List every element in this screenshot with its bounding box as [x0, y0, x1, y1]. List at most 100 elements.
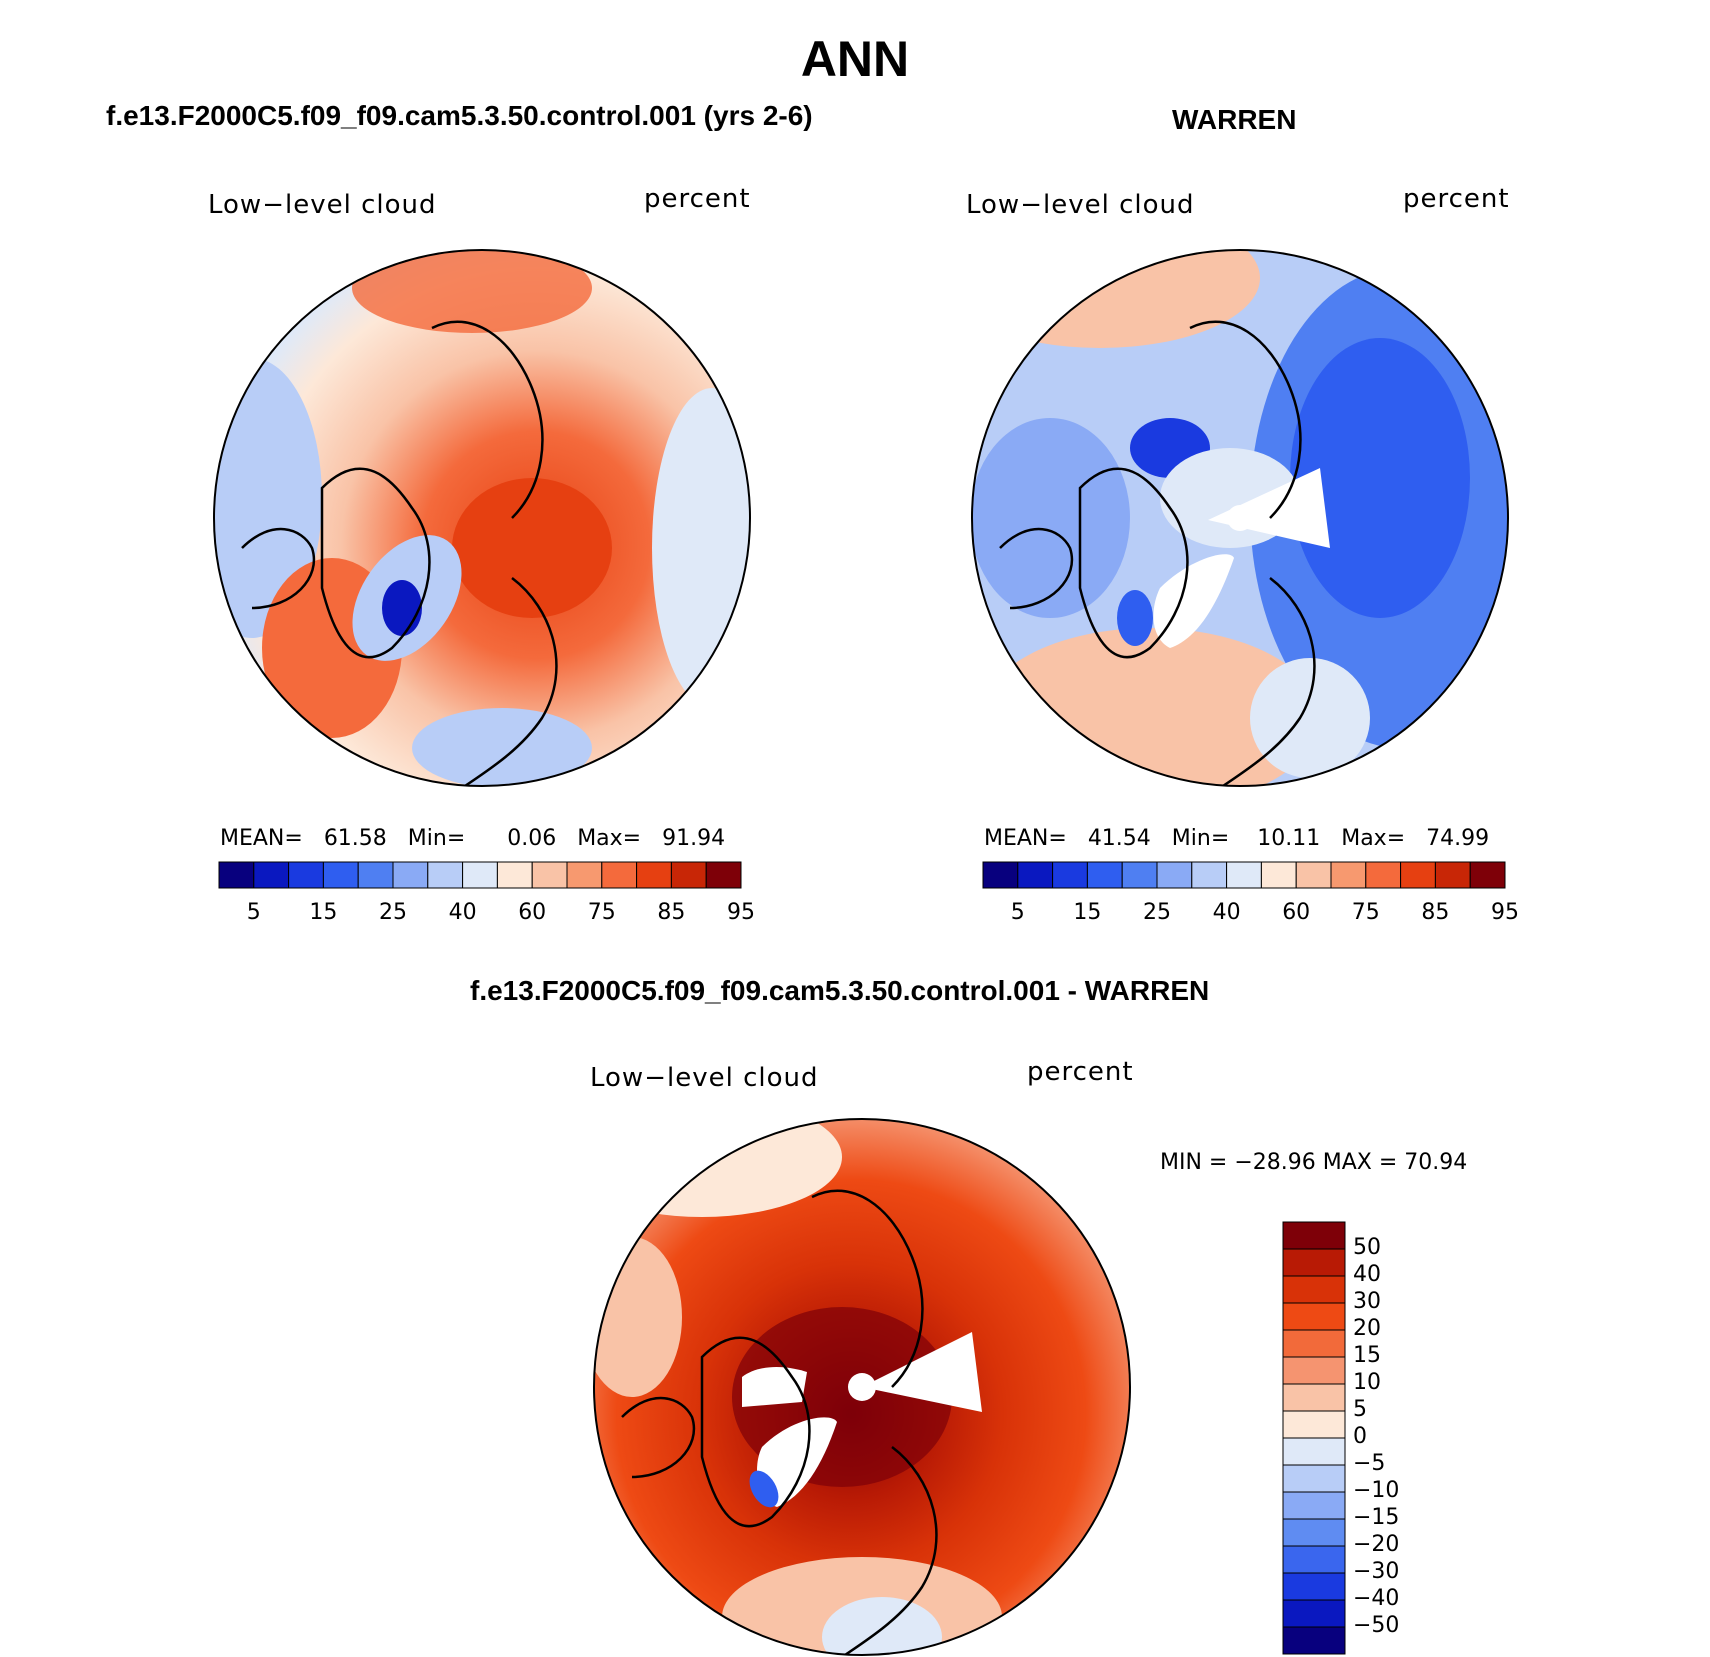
colorbar-tick-label: 20	[1353, 1316, 1381, 1341]
colorbar-tick-label: −10	[1353, 1478, 1400, 1503]
colorbar-swatch	[531, 861, 568, 889]
colorbar-swatch	[1282, 1626, 1346, 1655]
colorbar-swatch	[1282, 1248, 1346, 1277]
colorbar-tick-label: 60	[1282, 900, 1311, 925]
colorbar-swatch	[1282, 1221, 1346, 1250]
colorbar-swatch	[566, 861, 603, 889]
colorbar-swatch	[253, 861, 290, 889]
panel2-variable-label: Low−level cloud	[966, 190, 1195, 220]
colorbar-tick-label: 15	[1073, 900, 1102, 925]
panel1-colorbar	[218, 861, 742, 889]
colorbar-tick-label: 25	[1143, 900, 1171, 925]
panel1-polar-map	[213, 249, 751, 787]
colorbar-swatch	[1295, 861, 1332, 889]
colorbar-swatch	[1282, 1437, 1346, 1466]
colorbar-swatch	[1226, 861, 1262, 889]
colorbar-tick-label: 60	[518, 900, 547, 925]
diff-title: f.e13.F2000C5.f09_f09.cam5.3.50.control.…	[470, 975, 1210, 1006]
panel1-min-label: Min=	[407, 826, 466, 851]
colorbar-swatch	[1400, 861, 1436, 889]
colorbar-swatch	[1282, 1329, 1346, 1358]
colorbar-tick-label: −30	[1353, 1559, 1400, 1584]
colorbar-swatch	[1086, 861, 1123, 889]
colorbar-tick-label: 40	[1353, 1262, 1381, 1287]
colorbar-tick-label: 5	[246, 900, 261, 925]
colorbar-swatch	[1052, 861, 1088, 889]
panel2-title: WARREN	[1172, 104, 1297, 135]
colorbar-tick-label: 95	[727, 900, 755, 925]
colorbar-tick-label: 40	[448, 900, 477, 925]
colorbar-tick-label: 0	[1353, 1424, 1367, 1449]
colorbar-swatch	[1282, 1545, 1346, 1574]
colorbar-swatch	[1282, 1572, 1346, 1601]
colorbar-swatch	[1156, 861, 1193, 889]
diff-colorbar	[1282, 1221, 1346, 1655]
colorbar-tick-label: 25	[379, 900, 407, 925]
panel2-stats: MEAN= 41.54 Min= 10.11 Max= 74.99	[984, 826, 1489, 851]
colorbar-tick-label: 15	[1353, 1343, 1381, 1368]
colorbar-swatch	[1282, 1383, 1346, 1412]
colorbar-tick-label: 75	[587, 900, 616, 925]
colorbar-swatch	[705, 861, 742, 889]
colorbar-swatch	[636, 861, 672, 889]
colorbar-tick-label: 85	[1421, 900, 1450, 925]
colorbar-swatch	[1282, 1356, 1346, 1385]
colorbar-tick-label: −5	[1353, 1451, 1386, 1476]
colorbar-tick-label: −20	[1353, 1532, 1400, 1557]
panel1-stats: MEAN= 61.58 Min= 0.06 Max= 91.94	[220, 826, 725, 851]
panel1-min-value: 0.06	[507, 826, 557, 851]
panel1-max-label: Max=	[577, 826, 642, 851]
diff-minmax: MIN = −28.96 MAX = 70.94	[1160, 1150, 1468, 1175]
colorbar-tick-label: −50	[1353, 1613, 1400, 1638]
colorbar-swatch	[1469, 861, 1506, 889]
colorbar-swatch	[462, 861, 498, 889]
colorbar-swatch	[1260, 861, 1297, 889]
colorbar-swatch	[670, 861, 707, 889]
colorbar-swatch	[288, 861, 324, 889]
colorbar-swatch	[1282, 1410, 1346, 1439]
colorbar-swatch	[1121, 861, 1158, 889]
colorbar-swatch	[322, 861, 359, 889]
main-title: ANN	[800, 31, 910, 87]
panel1-units-label: percent	[644, 184, 751, 214]
colorbar-swatch	[357, 861, 394, 889]
panel2-colorbar	[982, 861, 1506, 889]
colorbar-tick-label: −40	[1353, 1586, 1400, 1611]
colorbar-tick-label: 50	[1353, 1235, 1381, 1260]
colorbar-swatch	[1282, 1491, 1346, 1520]
colorbar-swatch	[427, 861, 464, 889]
colorbar-tick-label: 95	[1491, 900, 1519, 925]
colorbar-swatch	[1330, 861, 1367, 889]
colorbar-tick-label: 85	[657, 900, 686, 925]
diff-units-label: percent	[1027, 1057, 1134, 1087]
colorbar-tick-label: 5	[1353, 1397, 1367, 1422]
panel1-variable-label: Low−level cloud	[208, 190, 437, 220]
colorbar-swatch	[1282, 1599, 1346, 1628]
panel2-min-label: Min=	[1171, 826, 1230, 851]
colorbar-swatch	[1191, 861, 1228, 889]
colorbar-swatch	[982, 861, 1019, 889]
colorbar-tick-label: 75	[1351, 900, 1380, 925]
colorbar-swatch	[601, 861, 638, 889]
diff-variable-label: Low−level cloud	[590, 1063, 819, 1093]
colorbar-swatch	[1365, 861, 1402, 889]
colorbar-swatch	[1282, 1302, 1346, 1331]
panel1-title: f.e13.F2000C5.f09_f09.cam5.3.50.control.…	[106, 100, 813, 131]
colorbar-swatch	[1017, 861, 1054, 889]
colorbar-swatch	[1282, 1518, 1346, 1547]
colorbar-tick-label: 5	[1010, 900, 1025, 925]
colorbar-tick-label: 30	[1353, 1289, 1381, 1314]
panel1-max-value: 91.94	[662, 826, 726, 851]
colorbar-tick-label: 10	[1353, 1370, 1381, 1395]
colorbar-tick-label: 15	[309, 900, 338, 925]
panel2-polar-map	[971, 249, 1509, 787]
colorbar-swatch	[1282, 1464, 1346, 1493]
panel2-min-value: 10.11	[1257, 826, 1321, 851]
panel2-max-label: Max=	[1341, 826, 1406, 851]
panel1-mean-label: MEAN=	[220, 826, 303, 851]
diff-polar-map	[593, 1118, 1131, 1656]
colorbar-tick-label: −15	[1353, 1505, 1400, 1530]
colorbar-swatch	[1282, 1275, 1346, 1304]
panel2-mean-value: 41.54	[1087, 826, 1151, 851]
panel2-max-value: 74.99	[1426, 826, 1490, 851]
